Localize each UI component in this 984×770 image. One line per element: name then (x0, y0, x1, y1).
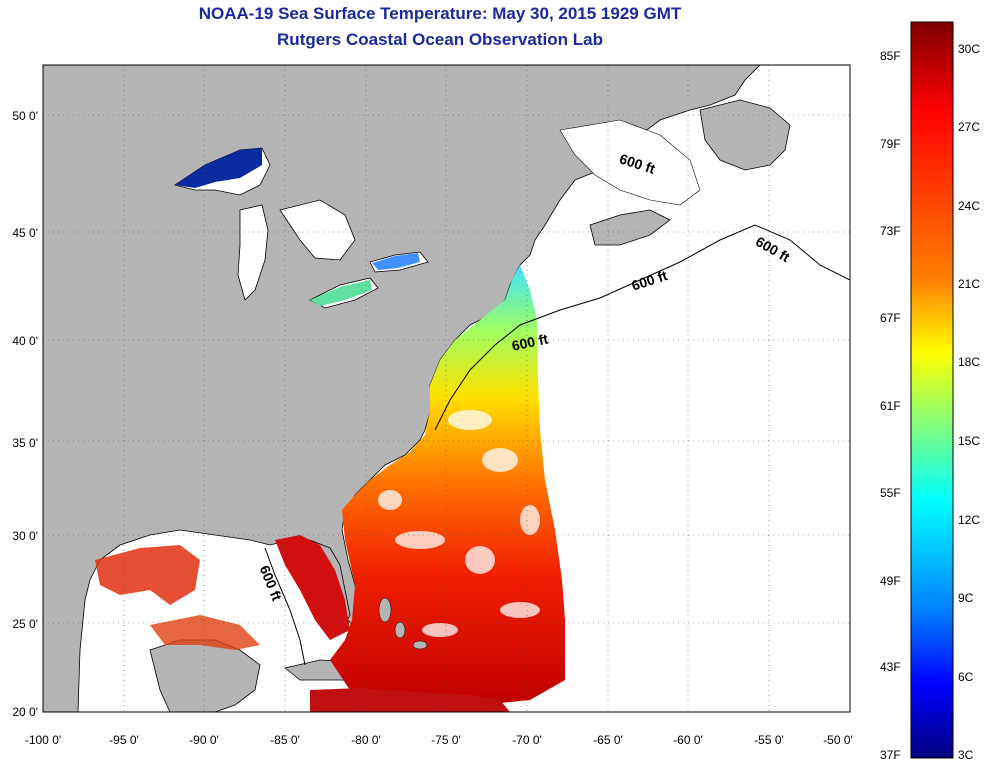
map-frame (42, 64, 851, 713)
lon-label: -50 0' (823, 733, 853, 747)
lat-label: 45 0' (12, 226, 38, 240)
colorbar-f-label: 49F (880, 574, 901, 588)
lon-label: -65 0' (593, 733, 623, 747)
colorbar (910, 21, 954, 759)
lat-label: 35 0' (12, 436, 38, 450)
colorbar-f-label: 55F (880, 486, 901, 500)
map-title: NOAA-19 Sea Surface Temperature: May 30,… (198, 4, 682, 23)
gulf-st-lawrence (559, 119, 701, 206)
colorbar-f-label: 43F (880, 660, 901, 674)
colorbar-c-label: 27C (958, 120, 981, 134)
colorbar-c-label: 30C (958, 42, 981, 56)
map-subtitle: Rutgers Coastal Ocean Observation Lab (277, 30, 603, 49)
colorbar-f-label: 79F (880, 137, 901, 151)
colorbar-c-label: 24C (958, 199, 981, 213)
sst-gulf-south (150, 615, 260, 650)
colorbar-f-label: 37F (880, 748, 901, 762)
colorbar-f-label: 67F (880, 311, 901, 325)
lon-label: -75 0' (431, 733, 461, 747)
lat-label: 25 0' (12, 617, 38, 631)
land-bahamas (378, 597, 428, 650)
isobath-600ft (264, 224, 850, 666)
colorbar-c-label: 21C (958, 277, 981, 291)
colorbar-c-label: 3C (958, 748, 974, 762)
lon-label: -60 0' (673, 733, 703, 747)
colorbar-c-label: 6C (958, 670, 974, 684)
lake-huron (279, 199, 356, 261)
lon-label: -95 0' (109, 733, 139, 747)
lon-label: -80 0' (351, 733, 381, 747)
land-nova-scotia (589, 209, 671, 246)
colorbar-c-label: 18C (958, 355, 981, 369)
colorbar-f-label: 73F (880, 224, 901, 238)
sst-lake-ontario (372, 253, 420, 270)
lon-label: -85 0' (270, 733, 300, 747)
sst-caribbean (310, 688, 510, 712)
colorbar-c-label: 15C (958, 434, 981, 448)
sst-lake-erie (310, 280, 372, 306)
land-newfoundland (699, 99, 791, 171)
lon-label: -100 0' (24, 733, 62, 747)
lat-label: 50 0' (12, 109, 38, 123)
lat-label: 30 0' (12, 529, 38, 543)
colorbar-f-label: 61F (880, 399, 901, 413)
lon-label: -90 0' (189, 733, 219, 747)
sst-atlantic-swath (330, 265, 565, 705)
colorbar-c-label: 9C (958, 591, 974, 605)
lat-label: 20 0' (12, 705, 38, 719)
lake-michigan (237, 204, 269, 301)
lon-label: -55 0' (754, 733, 784, 747)
colorbar-c-label: 12C (958, 513, 981, 527)
lat-label: 40 0' (12, 334, 38, 348)
sst-gulf-east (275, 535, 350, 640)
sst-lake-superior (175, 148, 262, 188)
sst-gulf-west (95, 545, 200, 605)
lon-label: -70 0' (512, 733, 542, 747)
no-data-speckles (378, 410, 540, 637)
colorbar-f-label: 85F (880, 49, 901, 63)
